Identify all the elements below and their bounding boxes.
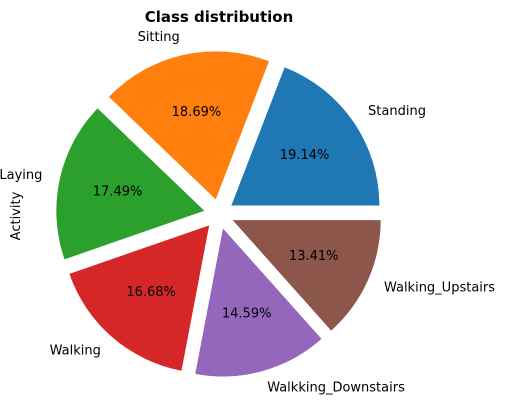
y-axis-label: Activity (9, 191, 24, 240)
pie-slices (56, 51, 380, 376)
slice-label-walkking-downstairs: Walkking_Downstairs (267, 381, 405, 396)
slice-percent-walking: 16.68% (126, 285, 176, 300)
slice-percent-sitting: 18.69% (172, 105, 222, 120)
chart-title: Class distribution (145, 8, 294, 26)
slice-label-laying: Laying (0, 168, 42, 183)
slice-label-walking-upstairs: Walking_Upstairs (384, 280, 495, 295)
slice-label-walking: Walking (50, 343, 101, 358)
slice-percent-standing: 19.14% (280, 148, 330, 163)
slice-percent-laying: 17.49% (93, 184, 143, 199)
slice-percent-walkking-downstairs: 14.59% (222, 307, 272, 322)
slice-label-sitting: Sitting (138, 30, 180, 45)
slice-label-standing: Standing (368, 104, 426, 119)
slice-percent-walking-upstairs: 13.41% (289, 249, 339, 264)
